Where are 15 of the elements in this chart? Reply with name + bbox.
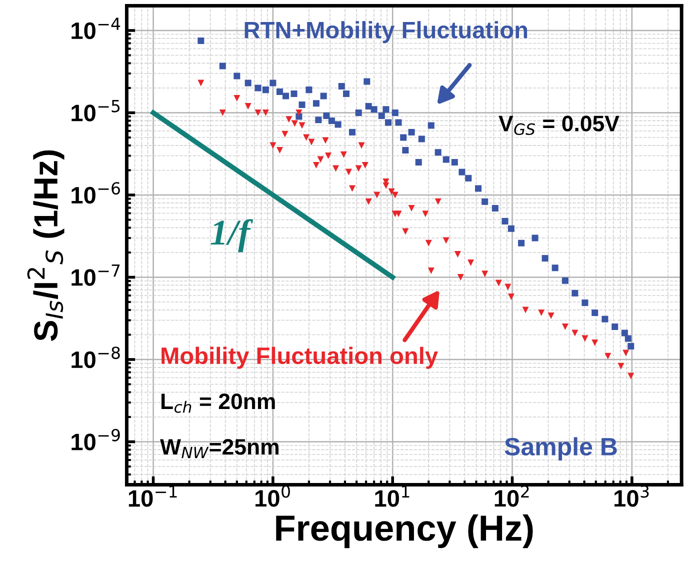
- y-tick-label: 10$^{−6}$: [72, 182, 120, 204]
- annotation: L$_{ch}$ = 20nm: [162, 394, 275, 413]
- annotation: 1/f: [210, 219, 254, 252]
- y-tick-label: 10$^{−9}$: [72, 428, 120, 450]
- annotation: Sample B: [504, 437, 617, 460]
- y-axis-title: S$_{Is}$/I$^{2}$$_{S}$ (1/Hz): [27, 150, 64, 341]
- annotation: W$_{NW}$=25nm: [160, 439, 278, 458]
- annotation: Mobility Fluctuation only: [162, 346, 438, 369]
- y-tick-label: 10$^{−7}$: [72, 264, 120, 286]
- x-axis-title: Frequency (Hz): [276, 514, 533, 548]
- y-tick-label: 10$^{−5}$: [72, 100, 120, 122]
- y-tick-label: 10$^{−4}$: [72, 18, 120, 40]
- annotation: V$_{GS}$ = 0.05V: [498, 116, 620, 136]
- annotation: RTN+Mobility Fluctuation: [244, 21, 528, 44]
- y-tick-label: 10$^{−8}$: [72, 346, 120, 368]
